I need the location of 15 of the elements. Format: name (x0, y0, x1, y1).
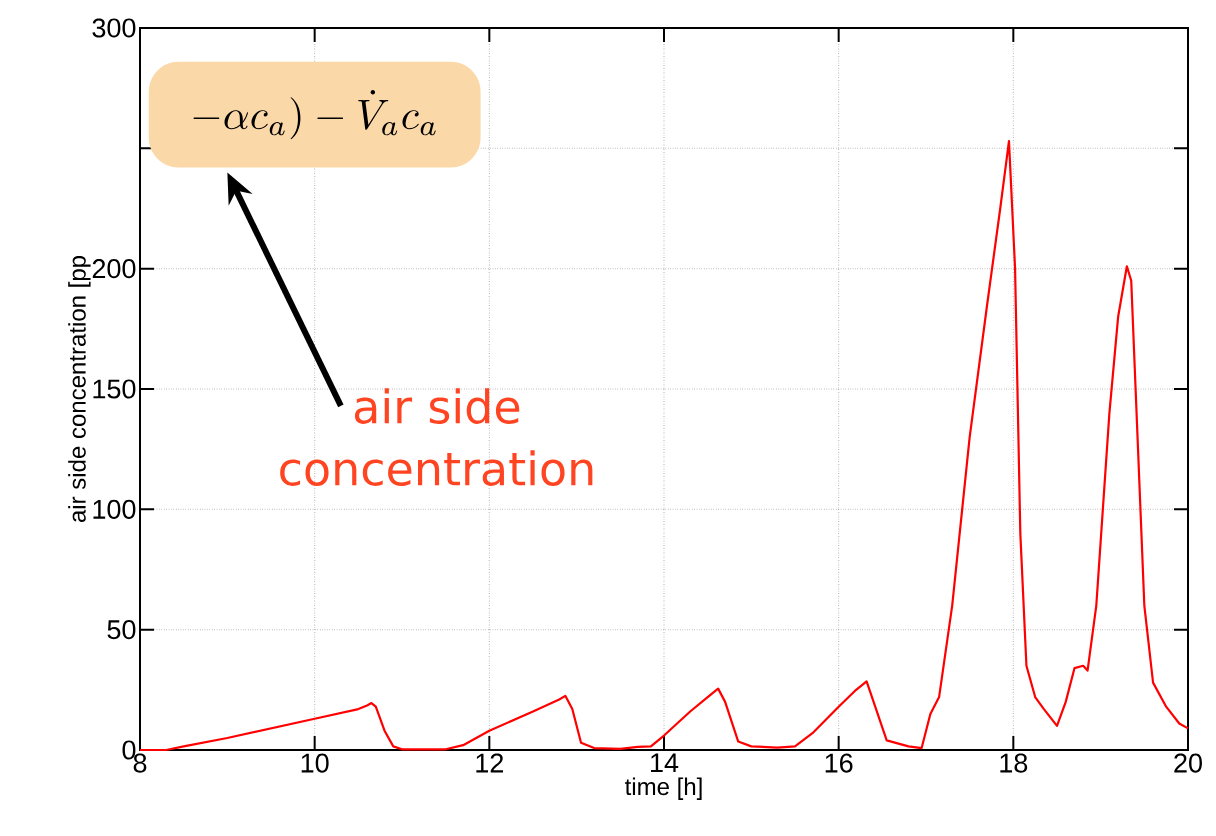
x-tick-label: 12 (476, 753, 503, 773)
annotation: air side concentration (280, 388, 593, 486)
y-tick-label: 100 (93, 499, 136, 519)
y-tick-label: 300 (92, 18, 136, 38)
x-tick-label: 10 (301, 753, 329, 773)
y-tick-label: 50 (107, 620, 136, 640)
y-tick-label: 150 (93, 379, 136, 399)
y-axis-title: air side concentration [pp (68, 255, 91, 523)
x-tick-label: 18 (1000, 753, 1028, 773)
x-tick-label: 20 (1174, 753, 1202, 773)
x-axis-title: time [h] (625, 777, 702, 800)
x-tick-label: 14 (651, 753, 679, 773)
y-tick-label: 200 (92, 259, 136, 279)
annotation: $-\alpha c_a) - \dot{V}_a c_a$ (193, 89, 436, 140)
x-tick-label: 16 (825, 753, 853, 773)
